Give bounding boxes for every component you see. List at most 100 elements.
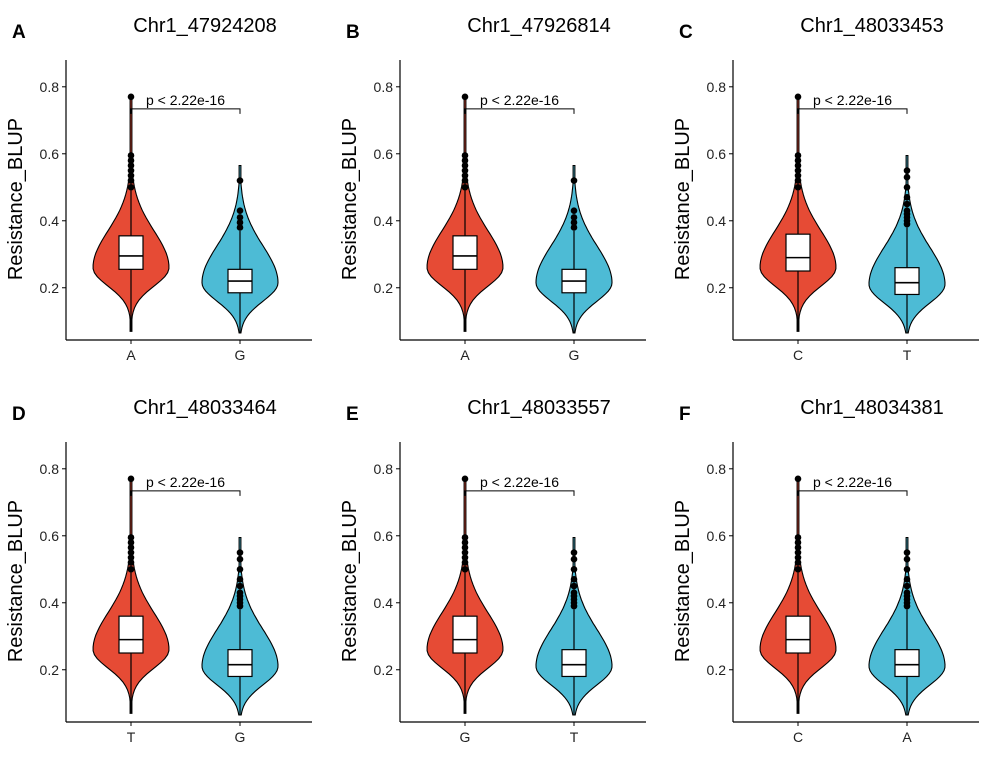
p-value-label-f: p < 2.22e-16	[813, 474, 892, 490]
p-value-label-d: p < 2.22e-16	[146, 474, 225, 490]
outlier-f-1-5	[904, 583, 911, 590]
y-axis-label-e: Resistance_BLUP	[339, 500, 361, 662]
panel-label-e: E	[346, 404, 359, 425]
chart-title-c: Chr1_48033453	[800, 15, 943, 37]
outlier-f-0-0	[795, 566, 802, 573]
significance-bracket-a	[131, 109, 240, 114]
panel-e-svg: EChr1_48033557Resistance_BLUP0.20.40.60.…	[334, 382, 664, 764]
significance-bracket-e	[465, 491, 574, 496]
box-d-0	[119, 616, 143, 653]
x-tick-label-a-1: G	[235, 347, 246, 363]
y-tick-label-a-2: 0.6	[40, 146, 60, 162]
panel-a-svg: AChr1_47924208Resistance_BLUP0.20.40.60.…	[0, 0, 330, 382]
outlier-c-0-7	[795, 94, 802, 101]
box-e-1	[562, 650, 586, 677]
p-value-label-a: p < 2.22e-16	[146, 92, 225, 108]
y-tick-label-a-1: 0.4	[40, 213, 60, 229]
outlier-c-0-0	[795, 184, 802, 191]
outlier-d-0-0	[128, 566, 135, 573]
significance-bracket-f	[798, 491, 907, 496]
panel-c-svg: CChr1_48033453Resistance_BLUP0.20.40.60.…	[667, 0, 997, 382]
outlier-a-0-7	[128, 94, 135, 101]
p-value-label-c: p < 2.22e-16	[813, 92, 892, 108]
y-tick-label-f-0: 0.2	[707, 662, 727, 678]
y-tick-label-d-1: 0.4	[40, 595, 60, 611]
panel-f: FChr1_48034381Resistance_BLUP0.20.40.60.…	[667, 382, 997, 764]
y-tick-label-f-2: 0.6	[707, 528, 727, 544]
y-tick-label-b-0: 0.2	[374, 280, 394, 296]
x-tick-label-e-1: T	[570, 729, 579, 745]
panel-e: EChr1_48033557Resistance_BLUP0.20.40.60.…	[334, 382, 664, 764]
outlier-a-1-3	[237, 207, 244, 214]
y-axis-label-f: Resistance_BLUP	[672, 500, 694, 662]
y-tick-label-b-2: 0.6	[374, 146, 394, 162]
outlier-a-0-6	[128, 152, 135, 159]
box-b-0	[453, 236, 477, 269]
panel-label-c: C	[679, 22, 693, 43]
outlier-b-0-0	[462, 184, 469, 191]
box-f-1	[895, 650, 919, 677]
y-tick-label-f-3: 0.8	[707, 461, 727, 477]
y-tick-label-b-1: 0.4	[374, 213, 394, 229]
outlier-e-1-6	[571, 576, 578, 583]
significance-bracket-c	[798, 109, 907, 114]
panel-d: DChr1_48033464Resistance_BLUP0.20.40.60.…	[0, 382, 330, 764]
outlier-e-0-6	[462, 534, 469, 541]
box-a-0	[119, 236, 143, 269]
outlier-f-1-6	[904, 576, 911, 583]
outlier-c-1-6	[904, 194, 911, 201]
outlier-c-1-4	[904, 207, 911, 214]
x-tick-label-f-0: C	[793, 729, 803, 745]
outlier-d-1-8	[237, 556, 244, 563]
outlier-f-1-9	[904, 549, 911, 556]
chart-title-e: Chr1_48033557	[467, 397, 610, 419]
panel-label-a: A	[12, 22, 26, 43]
box-f-0	[786, 616, 810, 653]
outlier-b-0-6	[462, 152, 469, 159]
y-axis-label-c: Resistance_BLUP	[672, 118, 694, 280]
significance-bracket-b	[465, 109, 574, 114]
outlier-f-0-7	[795, 476, 802, 483]
panel-b: BChr1_47926814Resistance_BLUP0.20.40.60.…	[334, 0, 664, 382]
panel-label-b: B	[346, 22, 360, 43]
y-tick-label-b-3: 0.8	[374, 79, 394, 95]
x-tick-label-e-0: G	[460, 729, 471, 745]
outlier-c-1-7	[904, 184, 911, 191]
outlier-e-0-0	[462, 566, 469, 573]
outlier-b-1-3	[571, 207, 578, 214]
chart-title-b: Chr1_47926814	[467, 15, 610, 37]
panel-a: AChr1_47924208Resistance_BLUP0.20.40.60.…	[0, 0, 330, 382]
y-tick-label-d-0: 0.2	[40, 662, 60, 678]
p-value-label-e: p < 2.22e-16	[480, 474, 559, 490]
box-d-1	[228, 650, 252, 677]
outlier-d-0-6	[128, 534, 135, 541]
outlier-d-1-5	[237, 583, 244, 590]
significance-bracket-d	[131, 491, 240, 496]
outlier-a-1-4	[237, 177, 244, 184]
x-tick-label-a-0: A	[126, 347, 136, 363]
chart-title-a: Chr1_47924208	[133, 15, 276, 37]
x-tick-label-c-0: C	[793, 347, 803, 363]
panel-f-svg: FChr1_48034381Resistance_BLUP0.20.40.60.…	[667, 382, 997, 764]
x-tick-label-f-1: A	[902, 729, 912, 745]
y-tick-label-e-1: 0.4	[374, 595, 394, 611]
outlier-e-0-7	[462, 476, 469, 483]
outlier-d-0-7	[128, 476, 135, 483]
outlier-d-1-4	[237, 589, 244, 596]
outlier-e-1-4	[571, 589, 578, 596]
chart-title-f: Chr1_48034381	[800, 397, 943, 419]
outlier-c-1-9	[904, 167, 911, 174]
panel-c: CChr1_48033453Resistance_BLUP0.20.40.60.…	[667, 0, 997, 382]
y-tick-label-a-0: 0.2	[40, 280, 60, 296]
outlier-f-1-4	[904, 589, 911, 596]
y-tick-label-c-0: 0.2	[707, 280, 727, 296]
box-c-0	[786, 234, 810, 271]
y-axis-label-d: Resistance_BLUP	[5, 500, 27, 662]
p-value-label-b: p < 2.22e-16	[480, 92, 559, 108]
outlier-a-0-0	[128, 184, 135, 191]
outlier-a-1-2	[237, 214, 244, 221]
y-tick-label-c-1: 0.4	[707, 213, 727, 229]
outlier-b-0-7	[462, 94, 469, 101]
violin-figure: A Chr1_47924208 Resistance_BLUP 0.2 0.4 0.6 0.…	[0, 0, 1000, 764]
panel-label-f: F	[679, 404, 691, 425]
